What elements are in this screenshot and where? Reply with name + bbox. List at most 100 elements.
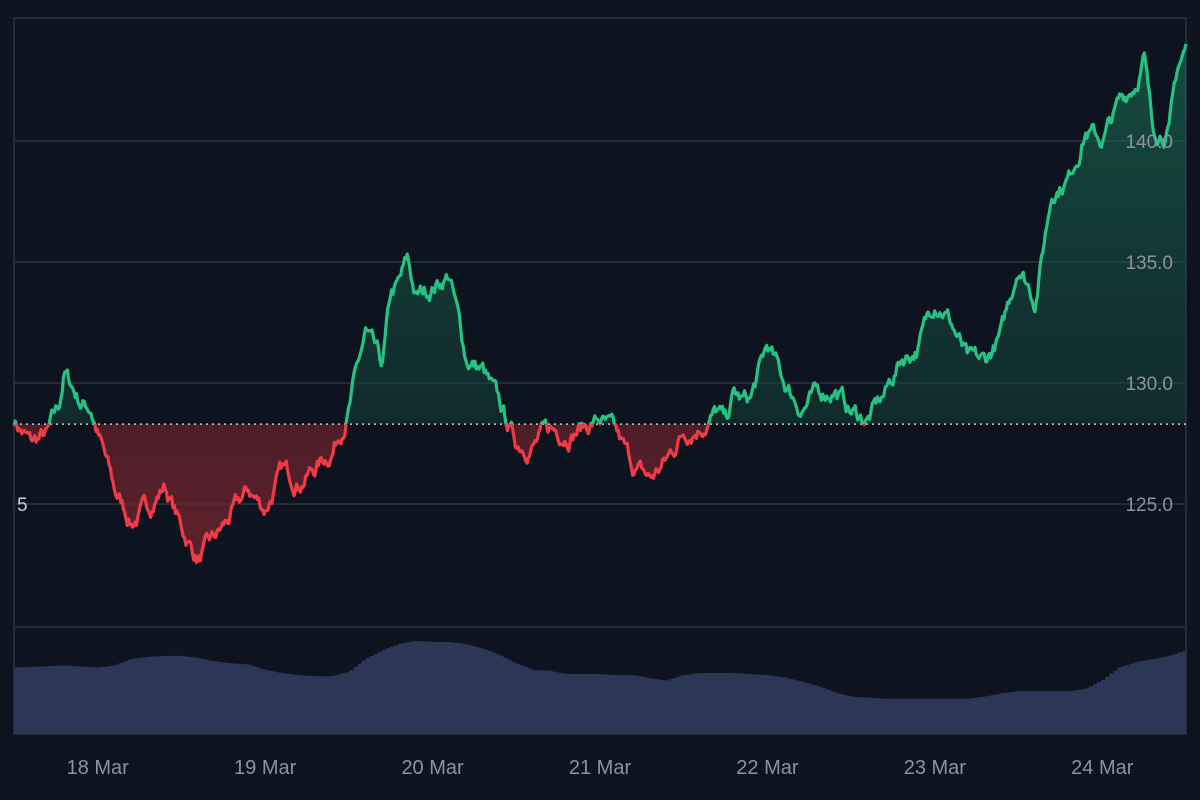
volume-bar — [717, 673, 722, 734]
volume-bar — [749, 674, 754, 734]
volume-bar — [1133, 662, 1138, 734]
volume-bar — [393, 645, 399, 734]
volume-bar — [401, 643, 407, 734]
volume-bar — [733, 673, 738, 734]
volume-bar — [543, 670, 548, 734]
volume-bar — [70, 666, 76, 734]
volume-bar — [462, 643, 468, 734]
volume-bar — [446, 641, 451, 734]
volume-bar — [539, 670, 544, 734]
price-line-up — [12, 43, 1188, 425]
volume-bar — [159, 656, 164, 734]
volume-bar — [1181, 651, 1187, 734]
volume-bar — [232, 663, 237, 734]
y-tick-label: 135.0 — [1125, 253, 1173, 274]
volume-bar — [579, 674, 585, 734]
volume-bar — [806, 683, 811, 734]
volume-bar — [147, 656, 152, 734]
volume-bar — [62, 665, 67, 734]
volume-bar — [854, 696, 860, 734]
volume-bar — [300, 675, 306, 734]
volume-bar — [280, 673, 286, 734]
volume-bar — [74, 666, 80, 734]
volume-bar — [987, 695, 993, 734]
x-tick-label: 21 Mar — [569, 757, 632, 779]
volume-bar — [264, 670, 270, 734]
volume-bar — [94, 667, 100, 734]
volume-bar — [304, 675, 310, 734]
volume-bar — [1004, 692, 1009, 734]
volume-bar — [410, 641, 415, 734]
volume-bar — [1145, 660, 1151, 734]
volume-bar — [729, 673, 734, 734]
volume-bar — [1040, 691, 1045, 734]
volume-bar — [979, 696, 985, 734]
volume-bar — [559, 673, 565, 734]
volume-bar — [963, 698, 969, 734]
volume-bar — [826, 689, 831, 734]
volume-bar — [1089, 686, 1094, 734]
volume-bar — [818, 686, 823, 734]
y-tick-label: 140.0 — [1125, 132, 1173, 153]
volume-bar — [915, 698, 920, 734]
volume-bar — [858, 697, 864, 734]
volume-bar — [195, 657, 201, 734]
volume-bar — [373, 653, 379, 734]
volume-bar — [595, 674, 601, 734]
volume-bar — [955, 698, 961, 734]
volume-bar — [1109, 673, 1114, 734]
volume-bar — [814, 685, 819, 734]
volume-bar — [531, 669, 536, 734]
volume-bar — [1097, 682, 1102, 734]
volume-bar — [846, 695, 851, 734]
volume-bar — [971, 697, 977, 734]
volume-bar — [1157, 657, 1163, 734]
volume-bar — [248, 665, 253, 734]
volume-bar — [668, 679, 674, 734]
volume-bar — [648, 678, 653, 734]
volume-bar — [555, 672, 560, 734]
volume-bar — [1052, 691, 1058, 734]
volume-bar — [337, 674, 342, 734]
volume-bar — [1117, 667, 1122, 734]
y-tick-label: 130.0 — [1125, 374, 1173, 395]
volume-bar — [418, 641, 423, 734]
volume-bar — [591, 674, 597, 734]
volume-bar — [1121, 666, 1126, 734]
volume-bar — [187, 656, 193, 734]
area-fill — [14, 43, 1186, 563]
volume-bar — [600, 674, 605, 734]
volume-bar — [292, 674, 298, 734]
volume-bar — [838, 693, 843, 734]
volume-bar — [46, 666, 51, 734]
volume-bar — [612, 674, 617, 734]
volume-bar — [624, 675, 629, 734]
volume-bar — [616, 675, 621, 734]
volume-bar — [705, 673, 710, 734]
volume-bar — [931, 698, 936, 734]
volume-bar — [58, 665, 63, 734]
volume-bar — [899, 698, 904, 734]
volume-bar — [50, 666, 55, 734]
volume-bar — [709, 673, 714, 734]
volume-bar — [737, 673, 742, 734]
volume-bar — [777, 676, 783, 734]
volume-bar — [155, 656, 160, 734]
volume-bar — [486, 650, 492, 734]
volume-bar — [333, 675, 338, 734]
volume-bar — [54, 665, 59, 734]
volume-bar — [191, 657, 197, 734]
volume-bar — [640, 676, 645, 734]
volume-bar — [943, 698, 948, 734]
volume-bar — [434, 641, 439, 734]
volume-bar — [1028, 691, 1033, 734]
volume-bar — [98, 667, 104, 734]
volume-bar — [1137, 661, 1142, 734]
volume-bar — [701, 673, 706, 734]
volume-bar — [377, 651, 383, 734]
volume-bar — [903, 698, 908, 734]
volume-bar — [567, 674, 573, 734]
volume-bar — [1072, 690, 1078, 734]
